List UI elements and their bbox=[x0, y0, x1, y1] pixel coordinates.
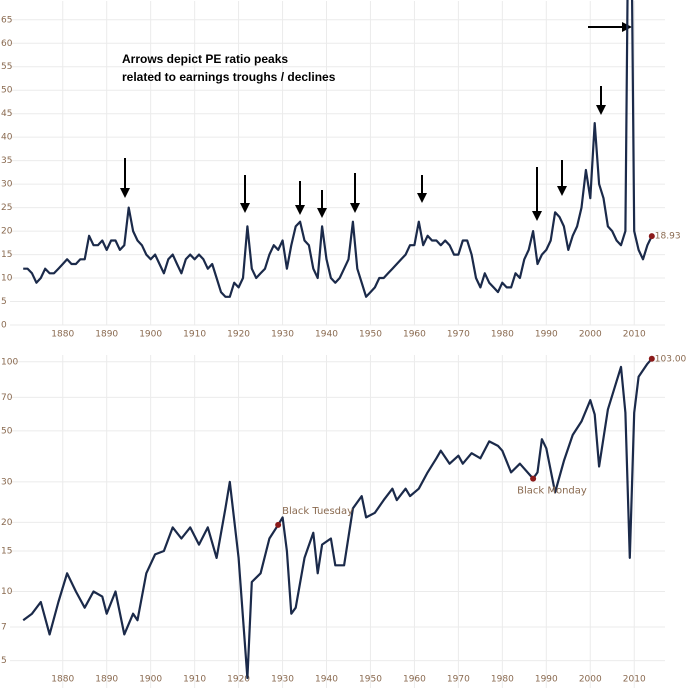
y-tick-label: 15 bbox=[1, 547, 12, 557]
annotation-point bbox=[530, 475, 537, 482]
x-tick-label: 1880 bbox=[51, 675, 74, 685]
annotation: Arrows depict PE ratio peaks bbox=[122, 52, 288, 66]
x-tick-label: 1890 bbox=[95, 330, 118, 340]
x-tick-label: 1990 bbox=[535, 675, 558, 685]
grid bbox=[10, 1, 665, 688]
x-tick-label: 1890 bbox=[95, 675, 118, 685]
y-tick-label: 0 bbox=[1, 321, 7, 331]
x-tick-label: 2010 bbox=[623, 675, 646, 685]
y-tick-label: 10 bbox=[1, 274, 13, 284]
x-tick-label: 2000 bbox=[579, 675, 602, 685]
arrows bbox=[120, 22, 632, 221]
x-tick-label: 1960 bbox=[403, 330, 426, 340]
x-tick-label: 1880 bbox=[51, 330, 74, 340]
annotation: related to earnings troughs / declines bbox=[122, 70, 336, 84]
x-tick-label: 1990 bbox=[535, 330, 558, 340]
x-tick-label: 1950 bbox=[359, 675, 382, 685]
x-tick-label: 1980 bbox=[491, 330, 514, 340]
annotation-label: Black Tuesday bbox=[282, 506, 353, 517]
x-tick-label: 1940 bbox=[315, 675, 338, 685]
data-line bbox=[23, 0, 653, 298]
end-point bbox=[648, 355, 655, 362]
x-tick-label: 1900 bbox=[139, 675, 162, 685]
x-tick-label: 1910 bbox=[183, 330, 206, 340]
y-tick-label: 100 bbox=[1, 357, 18, 367]
y-tick-label: 30 bbox=[1, 180, 13, 190]
end-value-label: 103.00 bbox=[655, 354, 687, 364]
x-tick-label: 1970 bbox=[447, 675, 470, 685]
y-tick-label: 20 bbox=[1, 227, 13, 237]
y-tick-label: 10 bbox=[1, 587, 13, 597]
y-tick-label: 35 bbox=[1, 156, 12, 166]
y-tick-label: 40 bbox=[1, 133, 13, 143]
x-tick-label: 1910 bbox=[183, 675, 206, 685]
x-tick-label: 1920 bbox=[227, 675, 250, 685]
y-tick-label: 65 bbox=[1, 15, 12, 25]
y-tick-label: 25 bbox=[1, 203, 12, 213]
y-tick-label: 50 bbox=[1, 426, 13, 436]
annotation-point bbox=[275, 521, 282, 528]
x-tick-label: 1950 bbox=[359, 330, 382, 340]
y-tick-label: 45 bbox=[1, 109, 12, 119]
data-line bbox=[22, 358, 653, 680]
y-tick-label: 55 bbox=[1, 62, 12, 72]
end-value-label: 18.93 bbox=[655, 232, 681, 242]
y-tick-label: 5 bbox=[1, 656, 7, 666]
x-tick-label: 1960 bbox=[403, 675, 426, 685]
y-tick-label: 50 bbox=[1, 86, 13, 96]
y-tick-label: 70 bbox=[1, 393, 13, 403]
y-tick-label: 7 bbox=[1, 623, 7, 633]
x-tick-label: 1930 bbox=[271, 330, 294, 340]
x-tick-label: 1920 bbox=[227, 330, 250, 340]
x-tick-label: 1940 bbox=[315, 330, 338, 340]
x-tick-label: 2010 bbox=[623, 330, 646, 340]
x-tick-label: 1930 bbox=[271, 675, 294, 685]
y-tick-label: 5 bbox=[1, 297, 7, 307]
x-tick-label: 1970 bbox=[447, 330, 470, 340]
annotation-label: Black Monday bbox=[517, 486, 587, 497]
end-point bbox=[648, 233, 655, 240]
y-tick-label: 30 bbox=[1, 477, 13, 487]
x-tick-label: 1980 bbox=[491, 675, 514, 685]
y-tick-label: 20 bbox=[1, 518, 13, 528]
y-tick-label: 15 bbox=[1, 250, 12, 260]
y-tick-label: 60 bbox=[1, 39, 13, 49]
x-tick-label: 2000 bbox=[579, 330, 602, 340]
x-tick-label: 1900 bbox=[139, 330, 162, 340]
